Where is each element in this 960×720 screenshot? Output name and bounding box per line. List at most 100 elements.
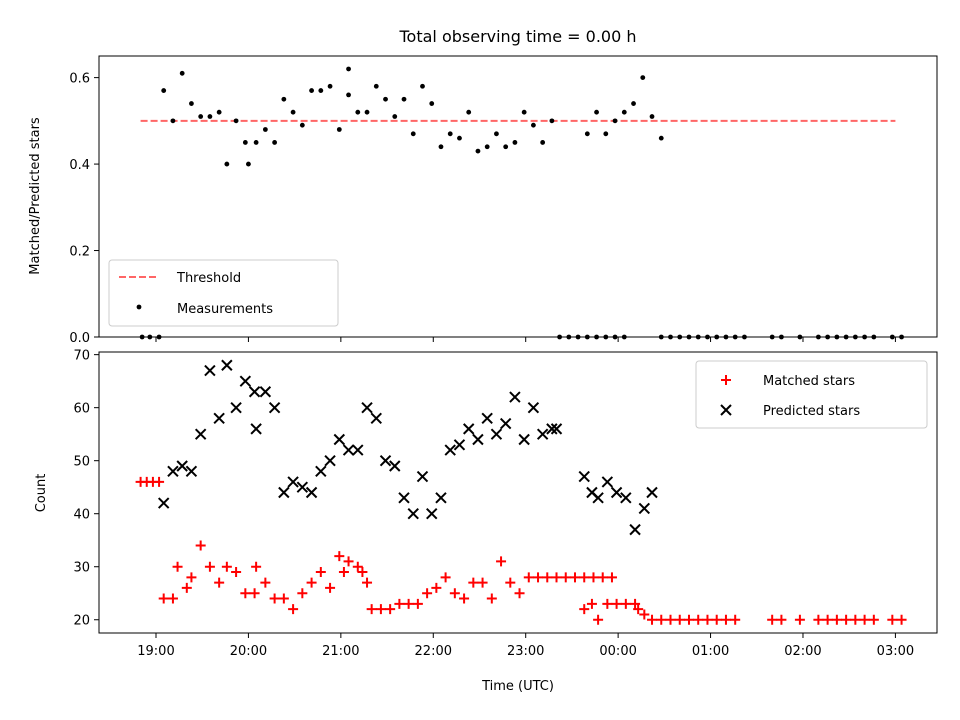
measurement-point bbox=[299, 122, 305, 128]
measurement-point bbox=[346, 66, 351, 72]
measurement-point bbox=[540, 140, 546, 145]
x-tick-label: 01:00 bbox=[692, 644, 729, 659]
bottom-axes-frame bbox=[98, 351, 938, 634]
matched-star-point bbox=[665, 614, 676, 625]
y-tick-label: 0.6 bbox=[69, 72, 90, 87]
x-tick-label: 20:00 bbox=[230, 644, 267, 659]
measurement-point bbox=[494, 131, 499, 137]
legend-box bbox=[108, 259, 339, 327]
matched-star-point bbox=[887, 614, 898, 625]
predicted-star-point bbox=[370, 412, 382, 424]
measurement-point bbox=[216, 109, 222, 115]
predicted-star-point bbox=[646, 486, 658, 499]
y-tick-label: 0.0 bbox=[69, 331, 90, 346]
x-tick-label: 21:00 bbox=[322, 644, 359, 659]
matched-star-point bbox=[776, 614, 787, 625]
predicted-star-point bbox=[499, 417, 512, 430]
measurement-point bbox=[290, 109, 296, 115]
legend-predicted-swatch bbox=[720, 404, 732, 416]
y-tick-label: 30 bbox=[73, 561, 90, 576]
matched-star-point bbox=[720, 614, 731, 625]
predicted-star-point bbox=[490, 428, 503, 440]
measurement-point bbox=[447, 131, 453, 137]
measurement-point bbox=[457, 135, 462, 141]
measurement-point bbox=[410, 131, 416, 137]
predicted-star-point bbox=[333, 433, 346, 446]
measurement-point bbox=[521, 109, 527, 115]
matched-star-point bbox=[440, 572, 451, 583]
measurement-point bbox=[383, 96, 388, 102]
measurement-point bbox=[355, 109, 361, 115]
matched-star-point bbox=[278, 593, 289, 604]
measurement-point bbox=[318, 88, 324, 93]
matched-star-point bbox=[422, 588, 433, 599]
predicted-star-point bbox=[509, 391, 521, 403]
legend-matched-label: Matched stars bbox=[763, 374, 855, 389]
y-tick-label: 40 bbox=[73, 508, 90, 523]
matched-star-point bbox=[633, 604, 644, 615]
matched-star-point bbox=[195, 540, 206, 551]
x-tick-label: 03:00 bbox=[877, 644, 914, 659]
matched-star-point bbox=[486, 593, 497, 604]
predicted-star-point bbox=[278, 486, 290, 499]
matched-star-point bbox=[459, 593, 470, 604]
measurement-point bbox=[364, 109, 370, 115]
predicted-star-point bbox=[546, 423, 558, 435]
top-x-ticks bbox=[155, 337, 896, 342]
matched-star-point bbox=[240, 588, 251, 599]
matched-star-point bbox=[674, 614, 685, 625]
matched-star-point bbox=[597, 572, 608, 583]
matched-star-point bbox=[269, 593, 280, 604]
matched-star-point bbox=[560, 572, 571, 583]
matched-star-point bbox=[606, 572, 617, 583]
matched-star-point bbox=[214, 577, 225, 588]
measurement-point bbox=[309, 88, 314, 93]
measurement-point bbox=[649, 114, 655, 119]
predicted-star-point bbox=[389, 460, 401, 472]
matched-star-point bbox=[154, 476, 165, 487]
y-tick-label: 0.4 bbox=[69, 158, 90, 173]
matched-star-point bbox=[586, 598, 597, 609]
x-tick-label: 22:00 bbox=[415, 644, 452, 659]
matched-star-point bbox=[260, 577, 271, 588]
matched-star-point bbox=[841, 614, 852, 625]
measurement-point bbox=[475, 148, 481, 154]
matched-star-point bbox=[656, 614, 667, 625]
measurement-point bbox=[429, 101, 435, 106]
measurement-point bbox=[584, 131, 590, 137]
predicted-star-point bbox=[638, 502, 651, 515]
measurement-point bbox=[420, 83, 425, 89]
matched-star-point bbox=[204, 561, 215, 572]
matched-star-point bbox=[181, 582, 192, 593]
legend-matched-swatch bbox=[721, 375, 731, 385]
measurement-point bbox=[346, 92, 351, 98]
top-legend: Threshold Measurements bbox=[108, 259, 339, 327]
y-tick-label: 20 bbox=[73, 614, 90, 629]
matched-star-point bbox=[822, 614, 833, 625]
predicted-star-point bbox=[221, 359, 233, 371]
matched-star-point bbox=[702, 614, 713, 625]
measurement-point bbox=[242, 140, 248, 145]
matched-star-point bbox=[186, 572, 197, 583]
matched-star-point bbox=[297, 588, 308, 599]
predicted-star-point bbox=[213, 412, 225, 424]
matched-star-point bbox=[249, 588, 260, 599]
matched-star-point bbox=[366, 604, 377, 615]
measurement-point bbox=[631, 101, 636, 106]
measurement-point bbox=[612, 118, 618, 124]
matched-star-point bbox=[647, 614, 658, 625]
matched-star-point bbox=[221, 561, 232, 572]
legend-predicted-label: Predicted stars bbox=[763, 404, 860, 419]
predicted-star-point bbox=[472, 433, 484, 446]
matched-star-point bbox=[403, 598, 414, 609]
predicted-star-point bbox=[407, 508, 419, 520]
matched-star-point bbox=[375, 604, 386, 615]
matched-star-point bbox=[251, 561, 262, 572]
predicted-star-point bbox=[250, 423, 262, 435]
top-plot-area bbox=[139, 66, 904, 340]
predicted-star-point bbox=[416, 470, 429, 483]
measurement-point bbox=[207, 114, 213, 119]
predicted-star-point bbox=[620, 492, 632, 504]
matched-star-point bbox=[496, 556, 507, 567]
measurement-point bbox=[224, 161, 230, 167]
